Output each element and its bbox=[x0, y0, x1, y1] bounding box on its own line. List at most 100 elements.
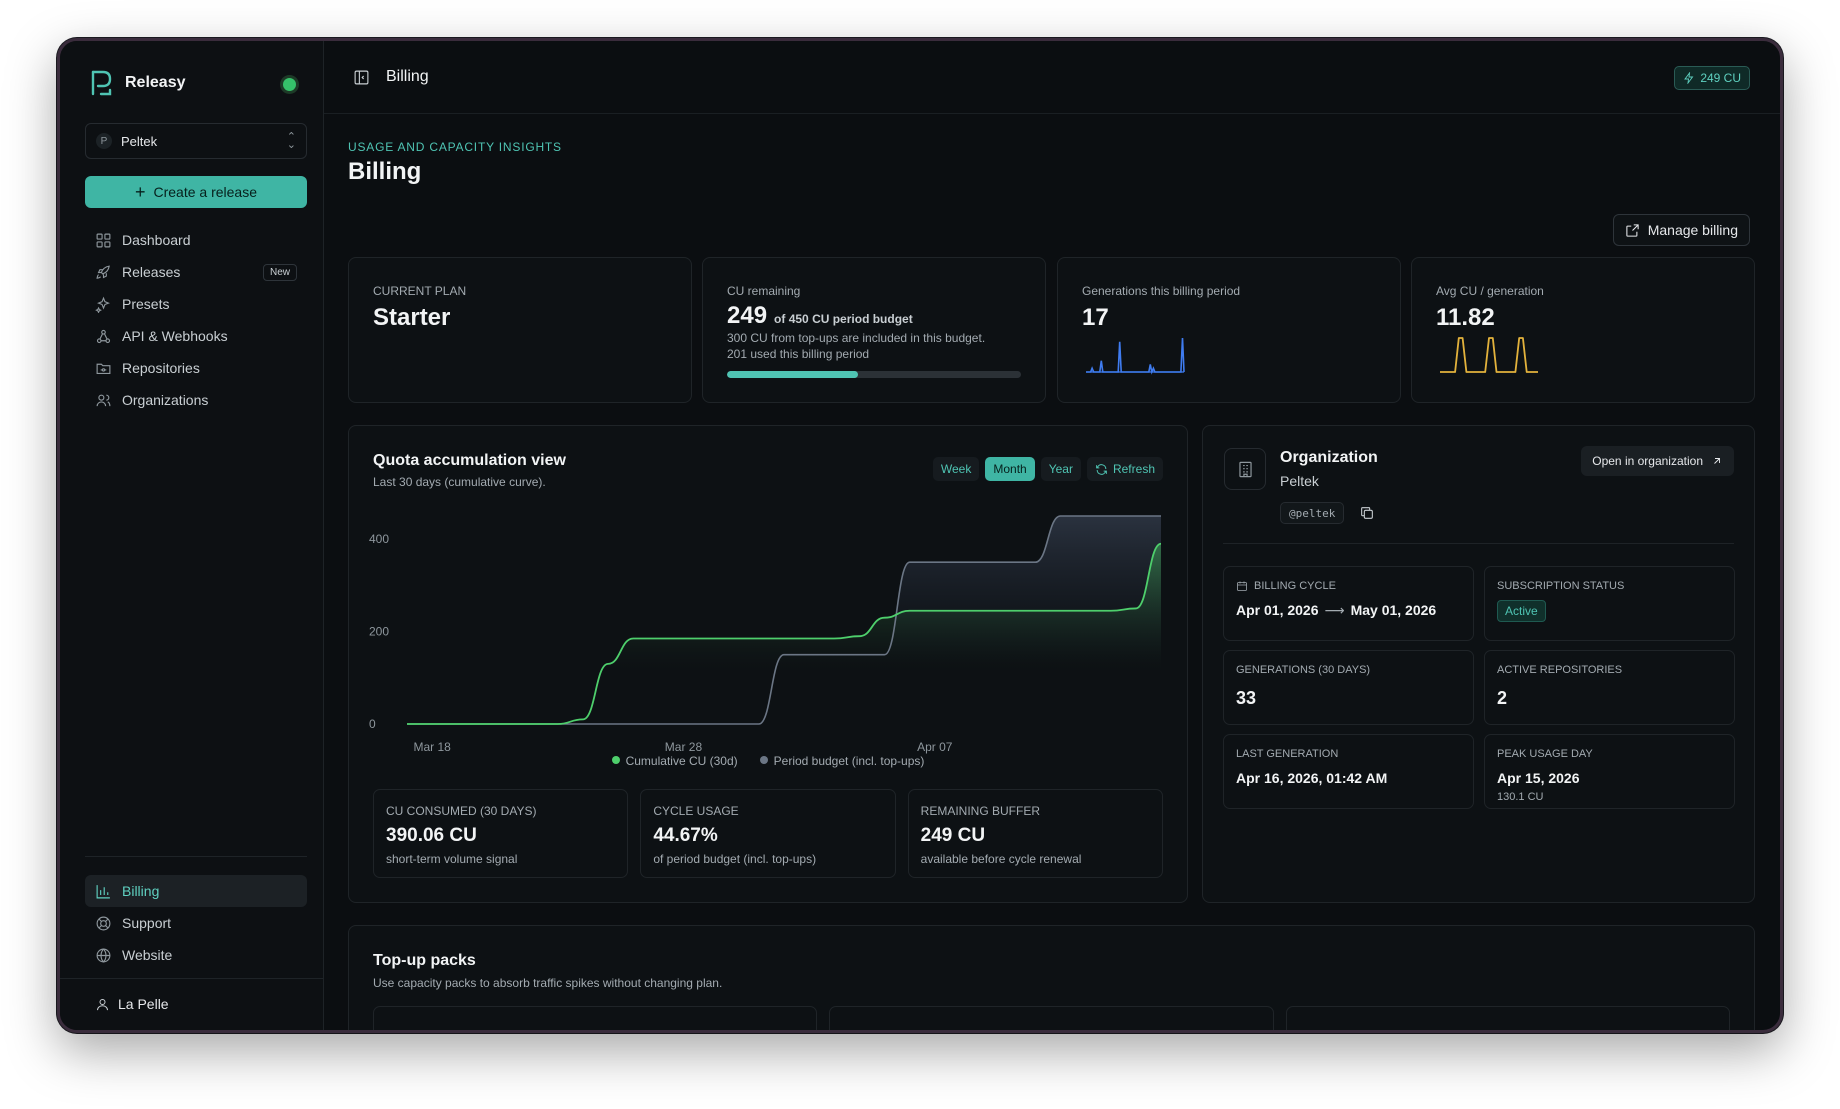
user-menu[interactable]: La Pelle bbox=[95, 996, 169, 1012]
sidebar-item-support[interactable]: Support bbox=[85, 907, 307, 939]
topups-title: Top-up packs bbox=[373, 952, 476, 969]
external-link-icon bbox=[1626, 223, 1639, 237]
cycle-usage-card: CYCLE USAGE 44.67% of period budget (inc… bbox=[640, 789, 896, 878]
cu-usage-progress bbox=[727, 371, 1021, 378]
stat-label: LAST GENERATION bbox=[1236, 748, 1339, 760]
sidebar-item-label: Presets bbox=[122, 296, 170, 312]
sidebar-item-label: Releases bbox=[122, 264, 181, 280]
topups-subtitle: Use capacity packs to absorb traffic spi… bbox=[373, 976, 723, 990]
refresh-button[interactable]: Refresh bbox=[1086, 457, 1163, 481]
stat-label: CURRENT PLAN bbox=[373, 284, 467, 298]
sidebar-item-dashboard[interactable]: Dashboard bbox=[85, 224, 307, 256]
generations-30-value: 33 bbox=[1236, 688, 1257, 708]
y-tick-label: 0 bbox=[369, 717, 376, 731]
sidebar-item-label: Billing bbox=[122, 883, 160, 899]
active-repositories-card: ACTIVE REPOSITORIES 2 bbox=[1484, 650, 1735, 725]
dashboard-icon bbox=[96, 233, 111, 247]
sidebar-item-label: Dashboard bbox=[122, 232, 191, 248]
organization-heading: Organization bbox=[1280, 449, 1378, 466]
avg-cu-value: 11.82 bbox=[1436, 304, 1495, 331]
avg-cu-card: Avg CU / generation 11.82 bbox=[1411, 257, 1755, 403]
manage-billing-button[interactable]: Manage billing bbox=[1612, 214, 1750, 246]
billing-cycle-end: May 01, 2026 bbox=[1350, 602, 1437, 618]
stat-note: available before cycle renewal bbox=[920, 852, 1082, 866]
topup-pack[interactable] bbox=[1285, 1006, 1730, 1030]
stat-label: CYCLE USAGE bbox=[653, 804, 739, 818]
open-in-organization-button[interactable]: Open in organization bbox=[1581, 446, 1734, 476]
range-month-button[interactable]: Month bbox=[985, 457, 1035, 481]
sidebar-item-organizations[interactable]: Organizations bbox=[85, 384, 307, 416]
refresh-icon bbox=[1096, 463, 1107, 475]
organization-selector[interactable]: P Peltek ⌃ ⌄ bbox=[85, 123, 307, 159]
sidebar-item-label: API & Webhooks bbox=[122, 328, 228, 344]
quota-subtitle: Last 30 days (cumulative curve). bbox=[373, 475, 546, 489]
active-repositories-value: 2 bbox=[1497, 688, 1508, 708]
sidebar-item-presets[interactable]: Presets bbox=[85, 288, 307, 320]
sidebar-nav: Dashboard Releases New Presets API & Web… bbox=[85, 224, 307, 416]
org-building-icon-box bbox=[1224, 448, 1266, 490]
page-title: Billing bbox=[348, 158, 422, 185]
topup-note: 300 CU from top-ups are included in this… bbox=[727, 331, 986, 345]
app-window: Releasy P Peltek ⌃ ⌄ + Create a release D… bbox=[57, 38, 1783, 1033]
sidebar-toggle-icon[interactable] bbox=[353, 69, 370, 86]
releasy-logo-icon bbox=[91, 70, 112, 96]
sidebar-divider bbox=[85, 856, 307, 857]
cu-consumed-card: CU CONSUMED (30 DAYS) 390.06 CU short-te… bbox=[373, 789, 629, 878]
sidebar-item-api-webhooks[interactable]: API & Webhooks bbox=[85, 320, 307, 352]
sidebar-item-repositories[interactable]: Repositories bbox=[85, 352, 307, 384]
topup-pack[interactable] bbox=[829, 1006, 1274, 1030]
app-name: Releasy bbox=[125, 74, 186, 91]
arrow-right-icon: ⟶ bbox=[1324, 602, 1345, 618]
x-tick-label: Mar 28 bbox=[665, 740, 703, 754]
sparkline-line bbox=[1440, 337, 1538, 373]
topbar: Billing 249 CU bbox=[324, 41, 1780, 114]
sparkles-icon bbox=[95, 296, 110, 313]
remaining-buffer-card: REMAINING BUFFER 249 CU available before… bbox=[907, 789, 1163, 878]
billing-cycle-card: BILLING CYCLE Apr 01, 2026 ⟶ May 01, 2026 bbox=[1223, 566, 1474, 641]
peak-usage-value: Apr 15, 2026 bbox=[1497, 770, 1580, 786]
create-release-button[interactable]: + Create a release bbox=[85, 176, 307, 208]
series-line-0 bbox=[407, 542, 1162, 725]
quota-summary-cards: CU CONSUMED (30 DAYS) 390.06 CU short-te… bbox=[373, 789, 1163, 878]
billing-cycle-label: BILLING CYCLE bbox=[1254, 580, 1336, 592]
connection-status-indicator bbox=[283, 78, 296, 91]
organization-info-grid: BILLING CYCLE Apr 01, 2026 ⟶ May 01, 2026 … bbox=[1223, 566, 1735, 809]
used-note: 201 used this billing period bbox=[727, 347, 870, 361]
status-badge: Active bbox=[1497, 600, 1546, 622]
user-icon bbox=[97, 998, 108, 1010]
organization-name: Peltek bbox=[1280, 473, 1319, 489]
webhook-icon bbox=[96, 329, 111, 343]
brand[interactable]: Releasy bbox=[89, 69, 186, 97]
range-selector: Week Month Year Refresh bbox=[932, 457, 1163, 481]
cu-balance-badge[interactable]: 249 CU bbox=[1674, 66, 1750, 90]
sidebar-item-label: Organizations bbox=[122, 392, 209, 408]
topup-pack-list bbox=[373, 1006, 1730, 1030]
new-badge: New bbox=[262, 263, 297, 281]
legend-label: Period budget (incl. top-ups) bbox=[773, 754, 925, 768]
org-divider bbox=[1223, 543, 1734, 544]
copy-icon[interactable] bbox=[1359, 505, 1375, 521]
generations-sparkline bbox=[1086, 337, 1185, 375]
calendar-icon bbox=[1237, 581, 1247, 591]
main-content: Billing 249 CU USAGE AND CAPACITY INSIGH… bbox=[324, 41, 1780, 1030]
topup-pack[interactable] bbox=[373, 1006, 818, 1030]
building-icon bbox=[1238, 461, 1252, 477]
stat-label: BILLING CYCLE bbox=[1236, 580, 1461, 592]
range-week-button[interactable]: Week bbox=[932, 457, 980, 481]
cu-usage-progress-fill bbox=[727, 371, 859, 378]
sidebar-item-billing[interactable]: Billing bbox=[85, 875, 307, 907]
sidebar-item-releases[interactable]: Releases New bbox=[85, 256, 307, 288]
x-tick-label: Mar 18 bbox=[413, 740, 451, 754]
range-year-button[interactable]: Year bbox=[1040, 457, 1081, 481]
manage-billing-label: Manage billing bbox=[1647, 222, 1738, 238]
sidebar: Releasy P Peltek ⌃ ⌄ + Create a release D… bbox=[60, 41, 324, 1030]
sidebar-item-website[interactable]: Website bbox=[85, 939, 307, 971]
chart-legend: Cumulative CU (30d) Period budget (incl.… bbox=[349, 754, 1187, 768]
organization-slug: @peltek bbox=[1280, 502, 1345, 524]
sidebar-item-label: Repositories bbox=[122, 360, 200, 376]
chevron-up-down-icon: ⌃ ⌄ bbox=[286, 131, 296, 151]
quota-chart: 0 200 400 Mar 18 Mar 28 Apr 07 bbox=[369, 515, 1162, 754]
stat-label: SUBSCRIPTION STATUS bbox=[1497, 580, 1625, 592]
page-eyebrow: USAGE AND CAPACITY INSIGHTS bbox=[348, 140, 562, 154]
user-divider bbox=[60, 978, 324, 979]
